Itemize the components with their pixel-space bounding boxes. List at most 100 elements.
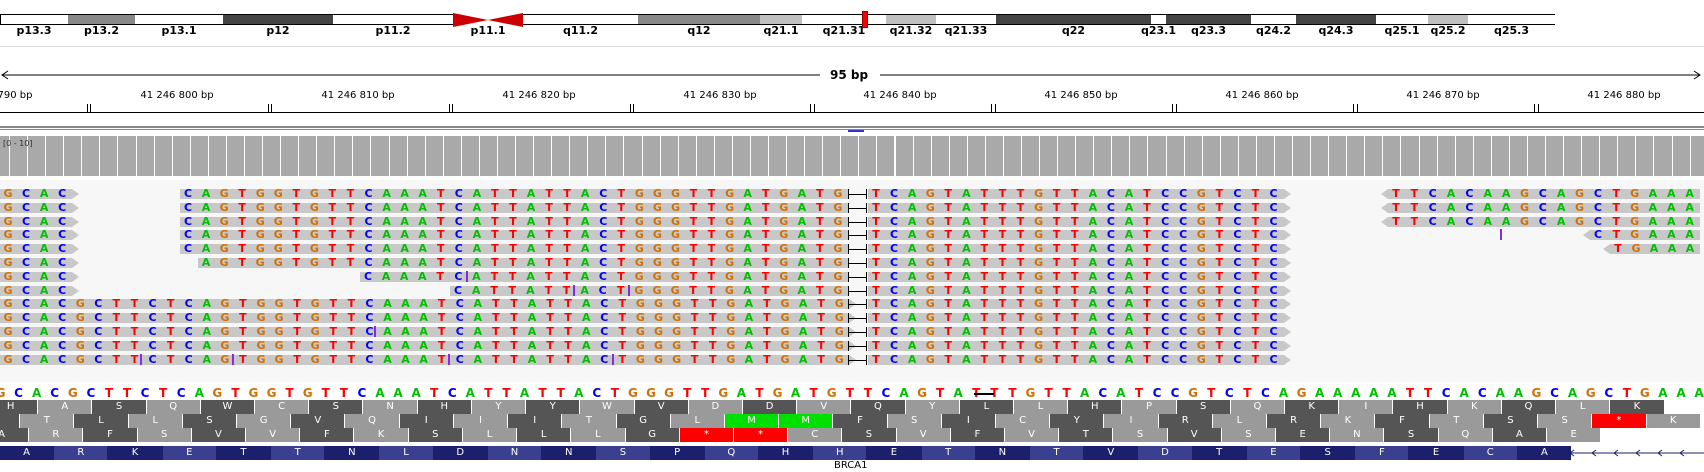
aligned-read[interactable] xyxy=(868,230,1284,241)
insertion-marker[interactable] xyxy=(232,353,234,365)
ideogram-band[interactable] xyxy=(886,14,936,25)
aligned-read[interactable] xyxy=(1590,230,1700,241)
aligned-read[interactable] xyxy=(868,202,1284,213)
amino-acid: Q xyxy=(851,400,905,414)
aligned-read[interactable] xyxy=(0,313,850,324)
coverage-bar xyxy=(570,136,588,176)
aligned-read[interactable] xyxy=(0,327,850,337)
insertion-marker[interactable] xyxy=(466,270,468,282)
aligned-read[interactable] xyxy=(1388,216,1700,227)
aligned-read[interactable] xyxy=(0,230,73,241)
read-base: T xyxy=(1016,242,1025,256)
aligned-read[interactable] xyxy=(180,216,848,227)
aligned-read[interactable] xyxy=(180,244,848,255)
ideogram-band[interactable] xyxy=(936,14,996,25)
insertion-marker[interactable] xyxy=(374,326,376,337)
aligned-read[interactable] xyxy=(0,216,73,227)
read-base: T xyxy=(618,325,627,338)
aligned-read[interactable] xyxy=(868,354,1284,365)
insertion-marker[interactable] xyxy=(612,353,614,365)
aligned-read[interactable] xyxy=(1610,244,1700,255)
ideogram-band[interactable] xyxy=(1428,14,1468,25)
chromosome-ideogram[interactable]: p13.3 p13.2 p13.1 p12 p11.2 p11.1 q11.2 q12 q21.… xyxy=(0,0,1704,40)
ideogram-band[interactable] xyxy=(333,14,453,25)
aligned-read[interactable] xyxy=(0,189,73,199)
ideogram-band[interactable] xyxy=(802,14,886,25)
read-base: T xyxy=(1071,338,1079,352)
aligned-read[interactable] xyxy=(1388,189,1700,199)
ideogram-band[interactable] xyxy=(135,14,223,25)
aligned-read[interactable] xyxy=(868,271,1284,282)
read-base: C xyxy=(1593,214,1602,228)
read-base: G xyxy=(1196,242,1206,256)
aligned-read[interactable] xyxy=(868,216,1284,227)
read-base: G xyxy=(834,325,844,338)
ideogram-band[interactable] xyxy=(638,14,760,25)
insertion-marker[interactable] xyxy=(1500,229,1502,241)
read-base: T xyxy=(130,338,139,352)
read-base: T xyxy=(690,338,699,352)
ideogram-band[interactable] xyxy=(1468,14,1555,25)
ideogram-band[interactable] xyxy=(523,14,638,25)
aligned-read[interactable] xyxy=(0,299,850,310)
gene-name: BRCA1 xyxy=(834,460,868,471)
aligned-read[interactable] xyxy=(868,285,1284,296)
ideogram-band[interactable] xyxy=(1376,14,1428,25)
aligned-read[interactable] xyxy=(450,285,848,296)
ideogram-band[interactable] xyxy=(1251,14,1296,25)
aligned-read[interactable] xyxy=(180,202,848,213)
ideogram-band[interactable] xyxy=(1151,14,1166,25)
aligned-read[interactable] xyxy=(868,313,1284,324)
aligned-read[interactable] xyxy=(180,189,848,199)
coverage-track[interactable] xyxy=(0,136,1704,178)
ideogram-band[interactable] xyxy=(0,14,68,25)
aligned-read[interactable] xyxy=(0,244,73,255)
aligned-read[interactable] xyxy=(868,189,1284,199)
insertion-marker[interactable] xyxy=(140,353,142,365)
ruler-tick-label: 41 246 810 bp xyxy=(321,90,395,101)
ideogram-band[interactable] xyxy=(223,14,333,25)
ideogram-band[interactable] xyxy=(996,14,1151,25)
aligned-read[interactable] xyxy=(0,354,850,365)
aligned-read[interactable] xyxy=(0,285,73,296)
insertion-marker[interactable] xyxy=(448,353,450,365)
ideogram-band[interactable] xyxy=(1296,14,1376,25)
ideogram-band[interactable] xyxy=(760,14,802,25)
aligned-read[interactable] xyxy=(868,244,1284,255)
aligned-read[interactable] xyxy=(868,299,1284,310)
aligned-read[interactable] xyxy=(360,271,848,282)
read-base: A xyxy=(201,228,211,242)
aligned-read[interactable] xyxy=(868,327,1284,337)
aligned-read[interactable] xyxy=(198,258,848,268)
insertion-marker[interactable] xyxy=(628,284,630,296)
aligned-read[interactable] xyxy=(868,258,1284,268)
ruler-track[interactable]: 95 bp 790 bp 41 246 800 bp 41 246 810 bp 41… xyxy=(0,56,1704,122)
read-base: T xyxy=(1052,311,1061,325)
aligned-read[interactable] xyxy=(0,202,73,213)
aligned-read[interactable] xyxy=(180,230,848,241)
ideogram-band[interactable] xyxy=(1166,14,1251,25)
aligned-read[interactable] xyxy=(868,340,1284,351)
aligned-read[interactable] xyxy=(0,271,73,282)
aligned-read[interactable] xyxy=(1388,202,1700,213)
aligned-read[interactable] xyxy=(0,258,73,268)
ideogram-band[interactable] xyxy=(68,14,135,25)
insertion-marker[interactable] xyxy=(573,284,575,296)
aligned-read[interactable] xyxy=(0,340,850,351)
